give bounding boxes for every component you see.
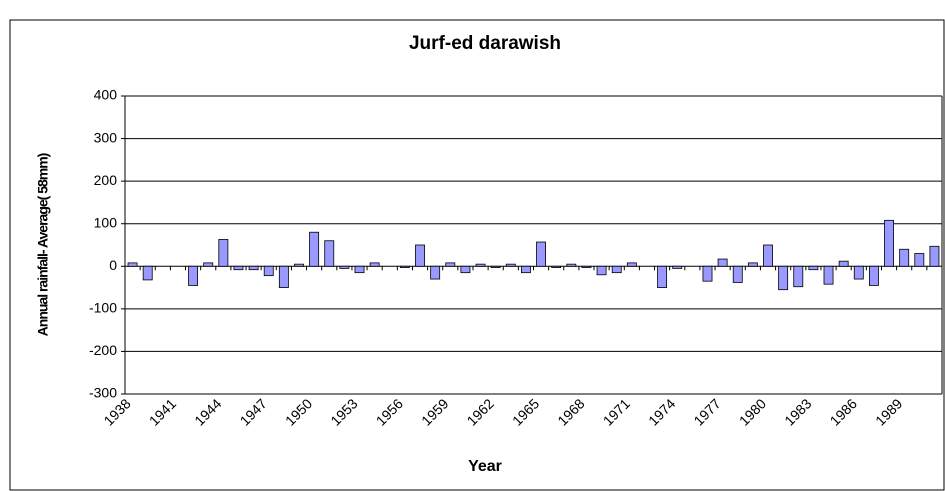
y-tick-label: 300	[94, 129, 118, 145]
y-tick-label: -100	[89, 300, 117, 316]
bar	[793, 265, 804, 288]
bar	[475, 263, 486, 267]
bar	[294, 263, 304, 267]
bar	[188, 265, 199, 286]
bar	[324, 240, 335, 267]
bar	[415, 244, 425, 267]
bar	[203, 262, 214, 267]
chart-frame	[9, 19, 945, 491]
bar	[218, 239, 229, 267]
y-tick-label: 200	[94, 172, 118, 188]
bar	[309, 231, 320, 267]
bar	[551, 265, 562, 268]
bar	[884, 219, 894, 267]
bar	[490, 265, 501, 268]
y-tick-label: 100	[94, 214, 118, 230]
bar	[838, 260, 849, 267]
bar	[717, 258, 728, 267]
bar	[778, 265, 789, 291]
bar	[520, 265, 531, 274]
bar	[233, 265, 244, 271]
y-axis-label: Annual rainfall- Average( 58mm)	[35, 153, 51, 336]
bar	[566, 263, 577, 267]
bar	[536, 241, 547, 267]
bar	[626, 262, 637, 267]
bar	[369, 262, 380, 267]
bar	[596, 265, 607, 276]
bar	[278, 265, 289, 288]
bar	[657, 265, 668, 288]
bar	[581, 265, 592, 268]
chart-title: Jurf-ed darawish	[409, 33, 561, 54]
y-tick-label: 400	[94, 87, 118, 103]
y-tick-label: -300	[89, 385, 117, 401]
bar	[505, 263, 516, 267]
x-axis-label: Year	[468, 458, 502, 475]
bar	[460, 265, 471, 274]
bar	[853, 265, 864, 280]
bar	[808, 265, 819, 271]
bar	[430, 265, 441, 280]
bar	[672, 265, 683, 269]
bar	[702, 265, 713, 282]
bar	[445, 262, 456, 267]
bar	[929, 245, 940, 267]
bar	[763, 244, 773, 267]
bar	[354, 265, 365, 274]
bar	[611, 265, 622, 274]
y-tick-label: 0	[109, 257, 117, 273]
bar	[868, 265, 879, 286]
bar	[248, 265, 259, 271]
bar	[127, 262, 138, 267]
y-tick-label: -200	[89, 342, 117, 358]
bar	[399, 265, 410, 268]
bar	[914, 253, 925, 267]
bar	[823, 265, 834, 285]
bar	[142, 265, 153, 281]
bar	[339, 265, 350, 269]
bar	[732, 265, 743, 283]
bar	[899, 248, 910, 267]
bar	[263, 265, 274, 277]
bar	[747, 262, 758, 267]
